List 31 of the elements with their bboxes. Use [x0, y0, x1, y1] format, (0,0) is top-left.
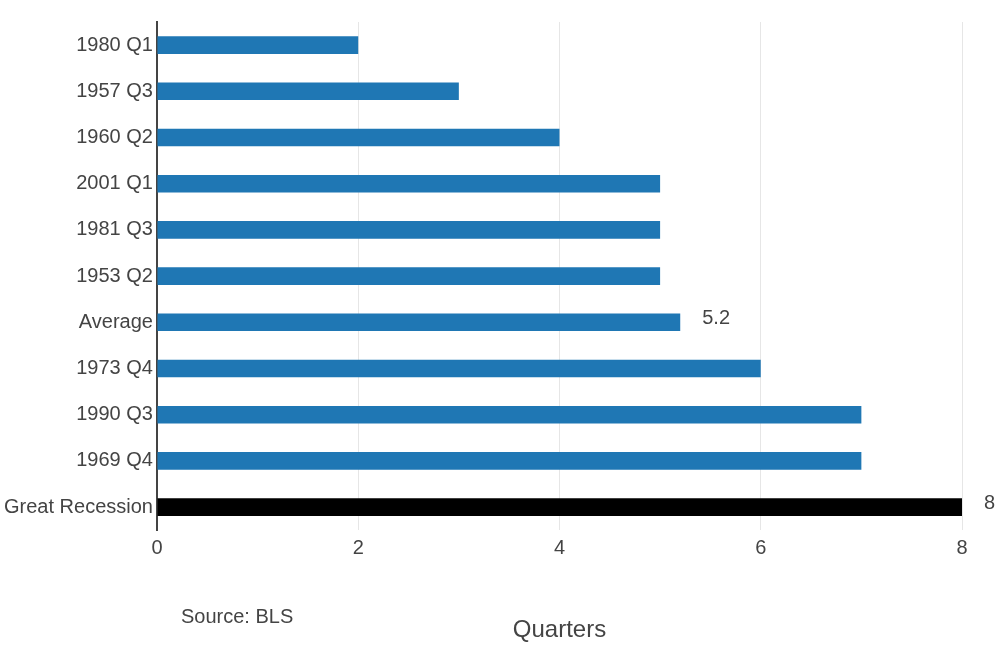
bar — [157, 267, 661, 285]
y-tick-label: 1981 Q3 — [76, 217, 153, 240]
y-tick-label: 1953 Q2 — [76, 263, 153, 286]
x-tick-label: 6 — [755, 535, 767, 558]
x-tick-label: 8 — [956, 535, 968, 558]
bar — [157, 174, 661, 193]
y-tick-label: 2001 Q1 — [76, 171, 153, 194]
bar — [157, 128, 560, 147]
data-label: 8 — [984, 490, 996, 513]
y-tick-label: Great Recession — [3, 494, 153, 517]
bar — [157, 452, 862, 470]
y-tick-label: 1960 Q2 — [76, 125, 153, 148]
bar — [157, 82, 459, 101]
source-note: Source: BLS — [181, 605, 294, 627]
y-tick-label: 1973 Q4 — [76, 356, 153, 379]
bar — [157, 313, 681, 332]
bar — [157, 405, 862, 424]
x-tick-label: 0 — [151, 535, 163, 558]
y-tick-label: 1980 Q1 — [76, 32, 153, 55]
bar — [157, 36, 359, 54]
y-tick-label: Average — [78, 309, 153, 332]
bar — [157, 359, 761, 378]
y-tick-label: 1969 Q4 — [76, 448, 153, 471]
x-tick-label: 4 — [553, 535, 566, 558]
x-axis-title: Quarters — [512, 615, 607, 643]
bar — [157, 221, 661, 239]
y-tick-label: 1990 Q3 — [76, 402, 153, 425]
data-label: 5.2 — [702, 305, 731, 328]
y-tick-label: 1957 Q3 — [76, 78, 153, 101]
bar — [157, 498, 962, 516]
x-tick-label: 2 — [352, 535, 364, 558]
